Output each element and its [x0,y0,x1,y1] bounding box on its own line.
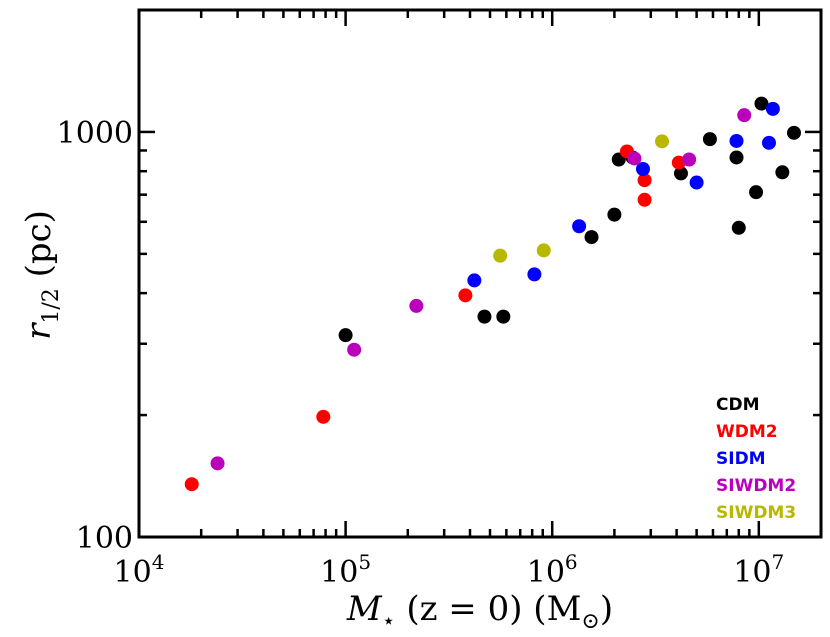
legend: CDM WDM2 SIDM SIWDM2 SIWDM3 [716,395,796,523]
data-point-sidm [572,219,587,234]
legend-entry: CDM [716,395,760,415]
y-axis-label: r1/2 (pc) [19,210,64,340]
data-point-wdm2 [637,173,652,188]
data-point-wdm2 [316,409,331,424]
plot-frame [137,8,823,539]
y-tick-label: 1000 [57,116,133,151]
data-point-cdm [731,220,746,235]
y-tick-label: 100 [76,521,133,556]
x-tick-label: 106 [527,550,578,590]
data-point-siwdm2 [347,342,362,357]
data-point-sidm [761,135,776,150]
data-point-cdm [775,165,790,180]
data-point-cdm [729,150,744,165]
data-point-siwdm2 [627,151,642,166]
data-point-cdm [496,309,511,324]
data-point-sidm [527,267,542,282]
data-point-siwdm3 [493,248,508,263]
x-tick-label: 107 [733,550,784,590]
data-point-siwdm2 [409,298,424,313]
data-point-cdm [607,207,622,222]
legend-entry: SIDM [716,449,766,469]
data-point-sidm [635,162,650,177]
legend-entry: SIWDM2 [716,476,796,496]
data-point-sidm [689,175,704,190]
data-point-cdm [338,328,353,343]
data-point-siwdm2 [682,152,697,167]
data-point-cdm [584,230,599,245]
x-tick-label: 104 [114,550,165,590]
data-point-siwdm3 [536,243,551,258]
data-point-siwdm2 [737,108,752,123]
data-point-cdm [749,185,764,200]
data-point-cdm [673,166,688,181]
x-tick-label: 105 [320,550,371,590]
data-point-wdm2 [637,192,652,207]
x-axis-label: M⋆ (z = 0) (M⊙) [346,589,613,634]
data-points [184,96,801,492]
legend-entry: WDM2 [716,422,778,442]
data-point-sidm [467,273,482,288]
data-point-siwdm3 [655,134,670,149]
data-point-sidm [729,133,744,148]
data-point-siwdm2 [210,456,225,471]
axis-ticks [137,8,823,539]
data-point-sidm [765,101,780,116]
legend-entry: SIWDM3 [716,503,796,523]
data-point-cdm [477,309,492,324]
data-point-wdm2 [458,288,473,303]
data-point-wdm2 [184,477,199,492]
data-point-cdm [786,125,801,140]
tick-labels: 104 105 106 107 100 1000 [57,116,785,590]
data-point-cdm [702,132,717,147]
data-point-cdm [754,96,769,111]
